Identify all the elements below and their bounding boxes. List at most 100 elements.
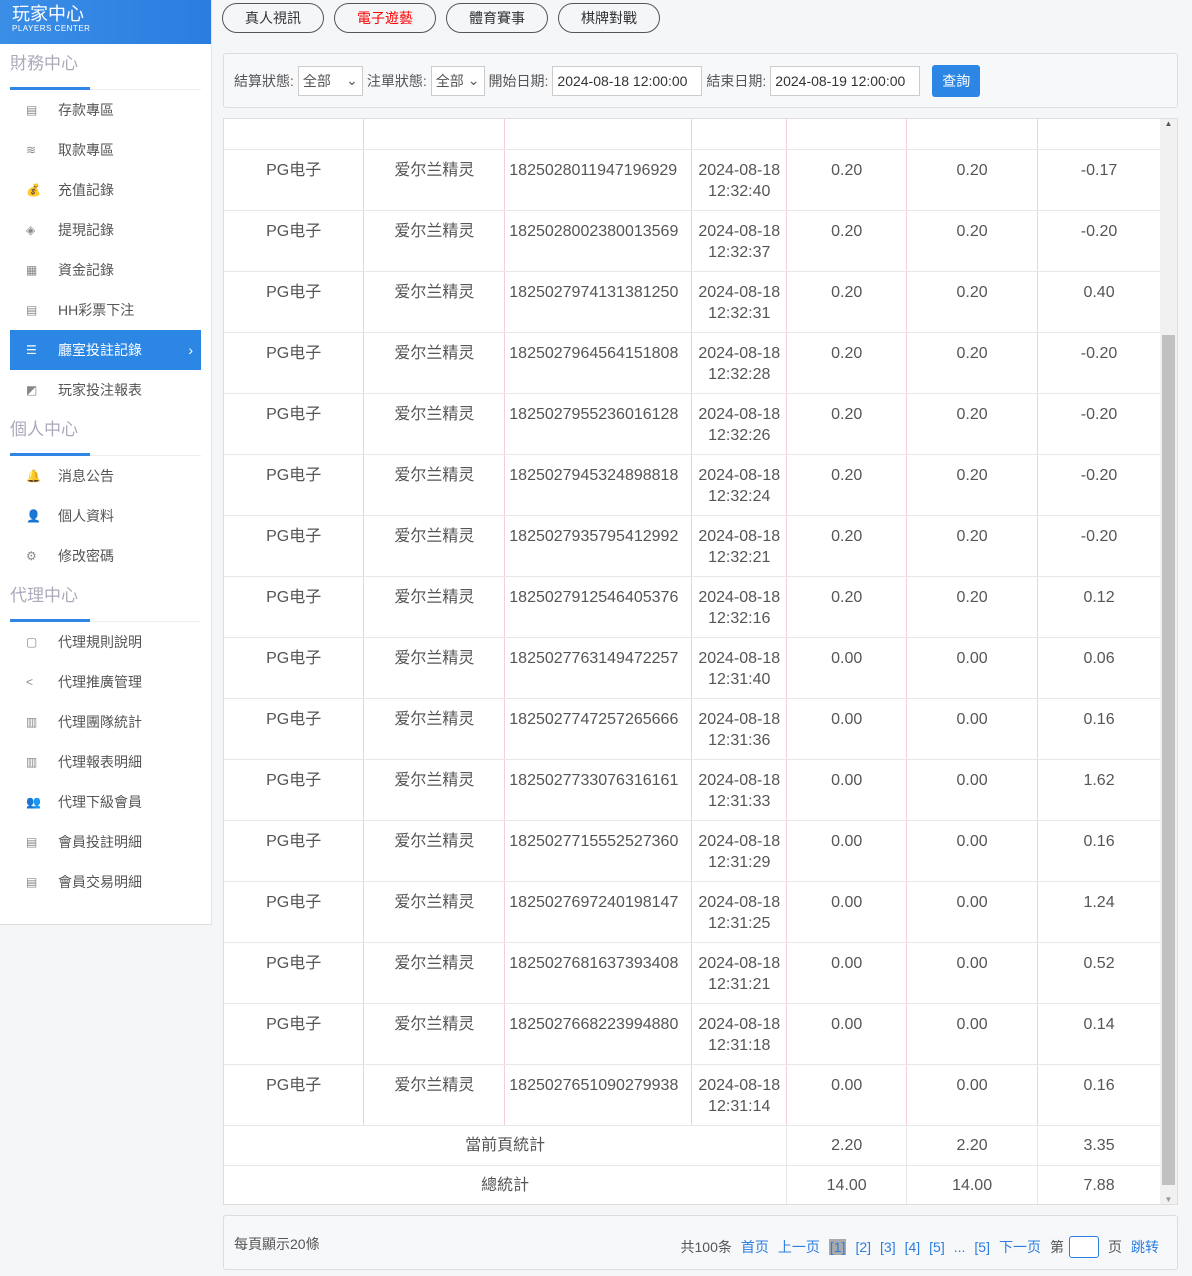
prev-page-link[interactable]: 上一页 xyxy=(777,1239,820,1255)
page-link[interactable]: [1] xyxy=(828,1239,847,1255)
goto-page-input[interactable] xyxy=(1069,1236,1099,1258)
game-name: 爱尔兰精灵 xyxy=(363,1003,506,1065)
table-row: PG电子 爱尔兰精灵 1825027935795412992 2024-08-18 12… xyxy=(224,515,1161,577)
bet-clock: 12:31:29 xyxy=(708,853,771,871)
page-link[interactable]: [4] xyxy=(904,1239,921,1255)
sidebar-item-label: 個人資料 xyxy=(58,508,114,524)
scroll-up-icon[interactable]: ▲ xyxy=(1164,119,1173,128)
order-select[interactable]: 全部 ⌄ xyxy=(430,65,485,96)
sidebar-item[interactable]: ▥ 代理報表明細 xyxy=(10,742,201,782)
sidebar-item[interactable]: ▤ 會員交易明細 xyxy=(10,862,201,902)
table-cell: 12:32:43 xyxy=(691,119,788,150)
jump-button[interactable]: 跳转 xyxy=(1131,1239,1159,1255)
valid-bet: 0.00 xyxy=(906,698,1039,760)
book-icon: ▥ xyxy=(26,755,38,769)
bet-clock: 12:31:36 xyxy=(708,731,771,749)
bell-icon: 🔔 xyxy=(26,469,41,483)
platform: PG电子 xyxy=(224,393,365,455)
query-button[interactable]: 查詢 xyxy=(932,64,981,97)
bet-date: 2024-08-18 xyxy=(698,405,781,423)
table-row: PG电子 爱尔兰精灵 1825027747257265666 2024-08-18 12… xyxy=(224,698,1161,760)
sidebar-item-label: 代理報表明細 xyxy=(58,754,142,770)
valid-bet: 0.00 xyxy=(906,881,1039,943)
scrollbar[interactable]: ▲ ▼ xyxy=(1160,119,1177,1204)
table-row: PG电子 爱尔兰精灵 1825027974131381250 2024-08-18 12… xyxy=(224,271,1161,333)
bet-time: 2024-08-18 12:31:18 xyxy=(691,1003,788,1065)
bet-date: 2024-08-18 xyxy=(698,893,781,911)
win-loss: 1.24 xyxy=(1037,881,1161,943)
sidebar-item[interactable]: ▥ 代理團隊統計 xyxy=(10,702,201,742)
sidebar-item[interactable]: 👤 個人資料 xyxy=(10,496,201,536)
game-name: 爱尔兰精灵 xyxy=(363,454,506,516)
sidebar-item[interactable]: ⚙ 修改密碼 xyxy=(10,536,201,576)
bet-clock: 12:31:40 xyxy=(708,670,771,688)
list-icon: ▤ xyxy=(26,303,38,317)
bet-time: 2024-08-18 12:32:16 xyxy=(691,576,788,638)
win-loss: 0.12 xyxy=(1037,576,1161,638)
sidebar-item[interactable]: ▢ 代理規則說明 xyxy=(10,622,201,662)
sidebar-item[interactable]: ▤ HH彩票下注 xyxy=(10,290,201,330)
sidebar-item[interactable]: ◈ 提現記錄 xyxy=(10,210,201,250)
bet-time: 2024-08-18 12:32:24 xyxy=(691,454,788,516)
sidebar-item[interactable]: 👥 代理下級會員 xyxy=(10,782,201,822)
page-link[interactable]: [3] xyxy=(880,1239,896,1255)
next-page-link[interactable]: 下一页 xyxy=(999,1239,1041,1255)
bet-time: 2024-08-18 12:31:36 xyxy=(691,698,788,760)
tab-game-category[interactable]: 電子遊藝 xyxy=(334,3,436,33)
bet-amount: 0.20 xyxy=(786,149,908,211)
valid-bet: 0.20 xyxy=(906,149,1039,211)
tab-game-category[interactable]: 體育賽事 xyxy=(446,3,548,33)
win-loss: 0.16 xyxy=(1037,1064,1161,1126)
game-name: 爱尔兰精灵 xyxy=(363,942,506,1004)
first-page-link[interactable]: 首页 xyxy=(740,1239,769,1255)
tab-game-category[interactable]: 棋牌對戰 xyxy=(558,3,660,33)
platform: PG电子 xyxy=(224,637,365,699)
page-link[interactable]: [5] xyxy=(929,1239,945,1255)
game-name: 爱尔兰精灵 xyxy=(363,271,506,333)
table-row: PG电子 爱尔兰精灵 1825027763149472257 2024-08-18 12… xyxy=(224,637,1161,699)
start-date-input[interactable]: 2024-08-18 12:00:00 xyxy=(552,65,703,96)
win-loss: 0.52 xyxy=(1037,942,1161,1004)
sidebar-item-label: 代理團隊統計 xyxy=(58,714,142,730)
valid-bet: 0.00 xyxy=(906,1003,1039,1065)
page-link[interactable]: [2] xyxy=(855,1239,872,1255)
bet-clock: 12:32:24 xyxy=(708,487,771,505)
bet-time: 2024-08-18 12:31:21 xyxy=(691,942,788,1004)
table-cell xyxy=(504,119,693,150)
sidebar-item[interactable]: 🔔 消息公告 xyxy=(10,456,201,496)
sidebar-item[interactable]: ▤ 會員投註明細 xyxy=(10,822,201,862)
platform: PG电子 xyxy=(224,576,365,638)
sidebar-item[interactable]: ◩ 玩家投注報表 xyxy=(10,370,201,410)
withdraw-icon: ≋ xyxy=(26,143,37,157)
bet-id: 1825027715552527360 xyxy=(504,820,693,882)
end-label: 結束日期: xyxy=(706,72,767,89)
bet-time: 2024-08-18 12:31:40 xyxy=(691,637,788,699)
bet-id: 1825027733076316161 xyxy=(504,759,693,821)
tab-game-category[interactable]: 真人視訊 xyxy=(222,3,324,33)
win-loss: -0.20 xyxy=(1037,393,1161,455)
page-total-row: 當前頁統計 2.20 2.20 3.35 xyxy=(224,1125,1161,1166)
settle-select[interactable]: 全部 ⌄ xyxy=(297,65,363,96)
bet-amount: 0.20 xyxy=(786,271,908,333)
bet-time: 2024-08-18 12:31:25 xyxy=(691,881,788,943)
moneybag-icon: 💰 xyxy=(26,183,41,197)
sidebar-item[interactable]: < 代理推廣管理 xyxy=(10,662,201,702)
total-value: 3.35 xyxy=(1037,1125,1161,1166)
sidebar-item[interactable]: ▤ 存款專區 xyxy=(10,90,201,130)
sidebar-section-title: 個人中心 xyxy=(10,418,201,456)
game-tabs: 真人視訊 電子遊藝 體育賽事 棋牌對戰 xyxy=(222,3,660,33)
scroll-down-icon[interactable]: ▼ xyxy=(1164,1195,1173,1204)
end-date-input[interactable]: 2024-08-19 12:00:00 xyxy=(770,65,921,96)
sidebar-item[interactable]: ▦ 資金記錄 xyxy=(10,250,201,290)
scroll-thumb[interactable] xyxy=(1162,335,1175,1185)
valid-bet: 0.20 xyxy=(906,576,1039,638)
sidebar-item[interactable]: ≋ 取款專區 xyxy=(10,130,201,170)
bet-id: 1825028002380013569 xyxy=(504,210,693,272)
user-icon: 👤 xyxy=(26,509,41,523)
bet-date: 2024-08-18 xyxy=(698,283,781,301)
sidebar-item[interactable]: ☰ 廳室投註記錄 › xyxy=(10,330,201,370)
platform: PG电子 xyxy=(224,515,365,577)
sidebar-item[interactable]: 💰 充值記錄 xyxy=(10,170,201,210)
game-name: 爱尔兰精灵 xyxy=(363,210,506,272)
last-page-link[interactable]: [5] xyxy=(974,1239,990,1255)
